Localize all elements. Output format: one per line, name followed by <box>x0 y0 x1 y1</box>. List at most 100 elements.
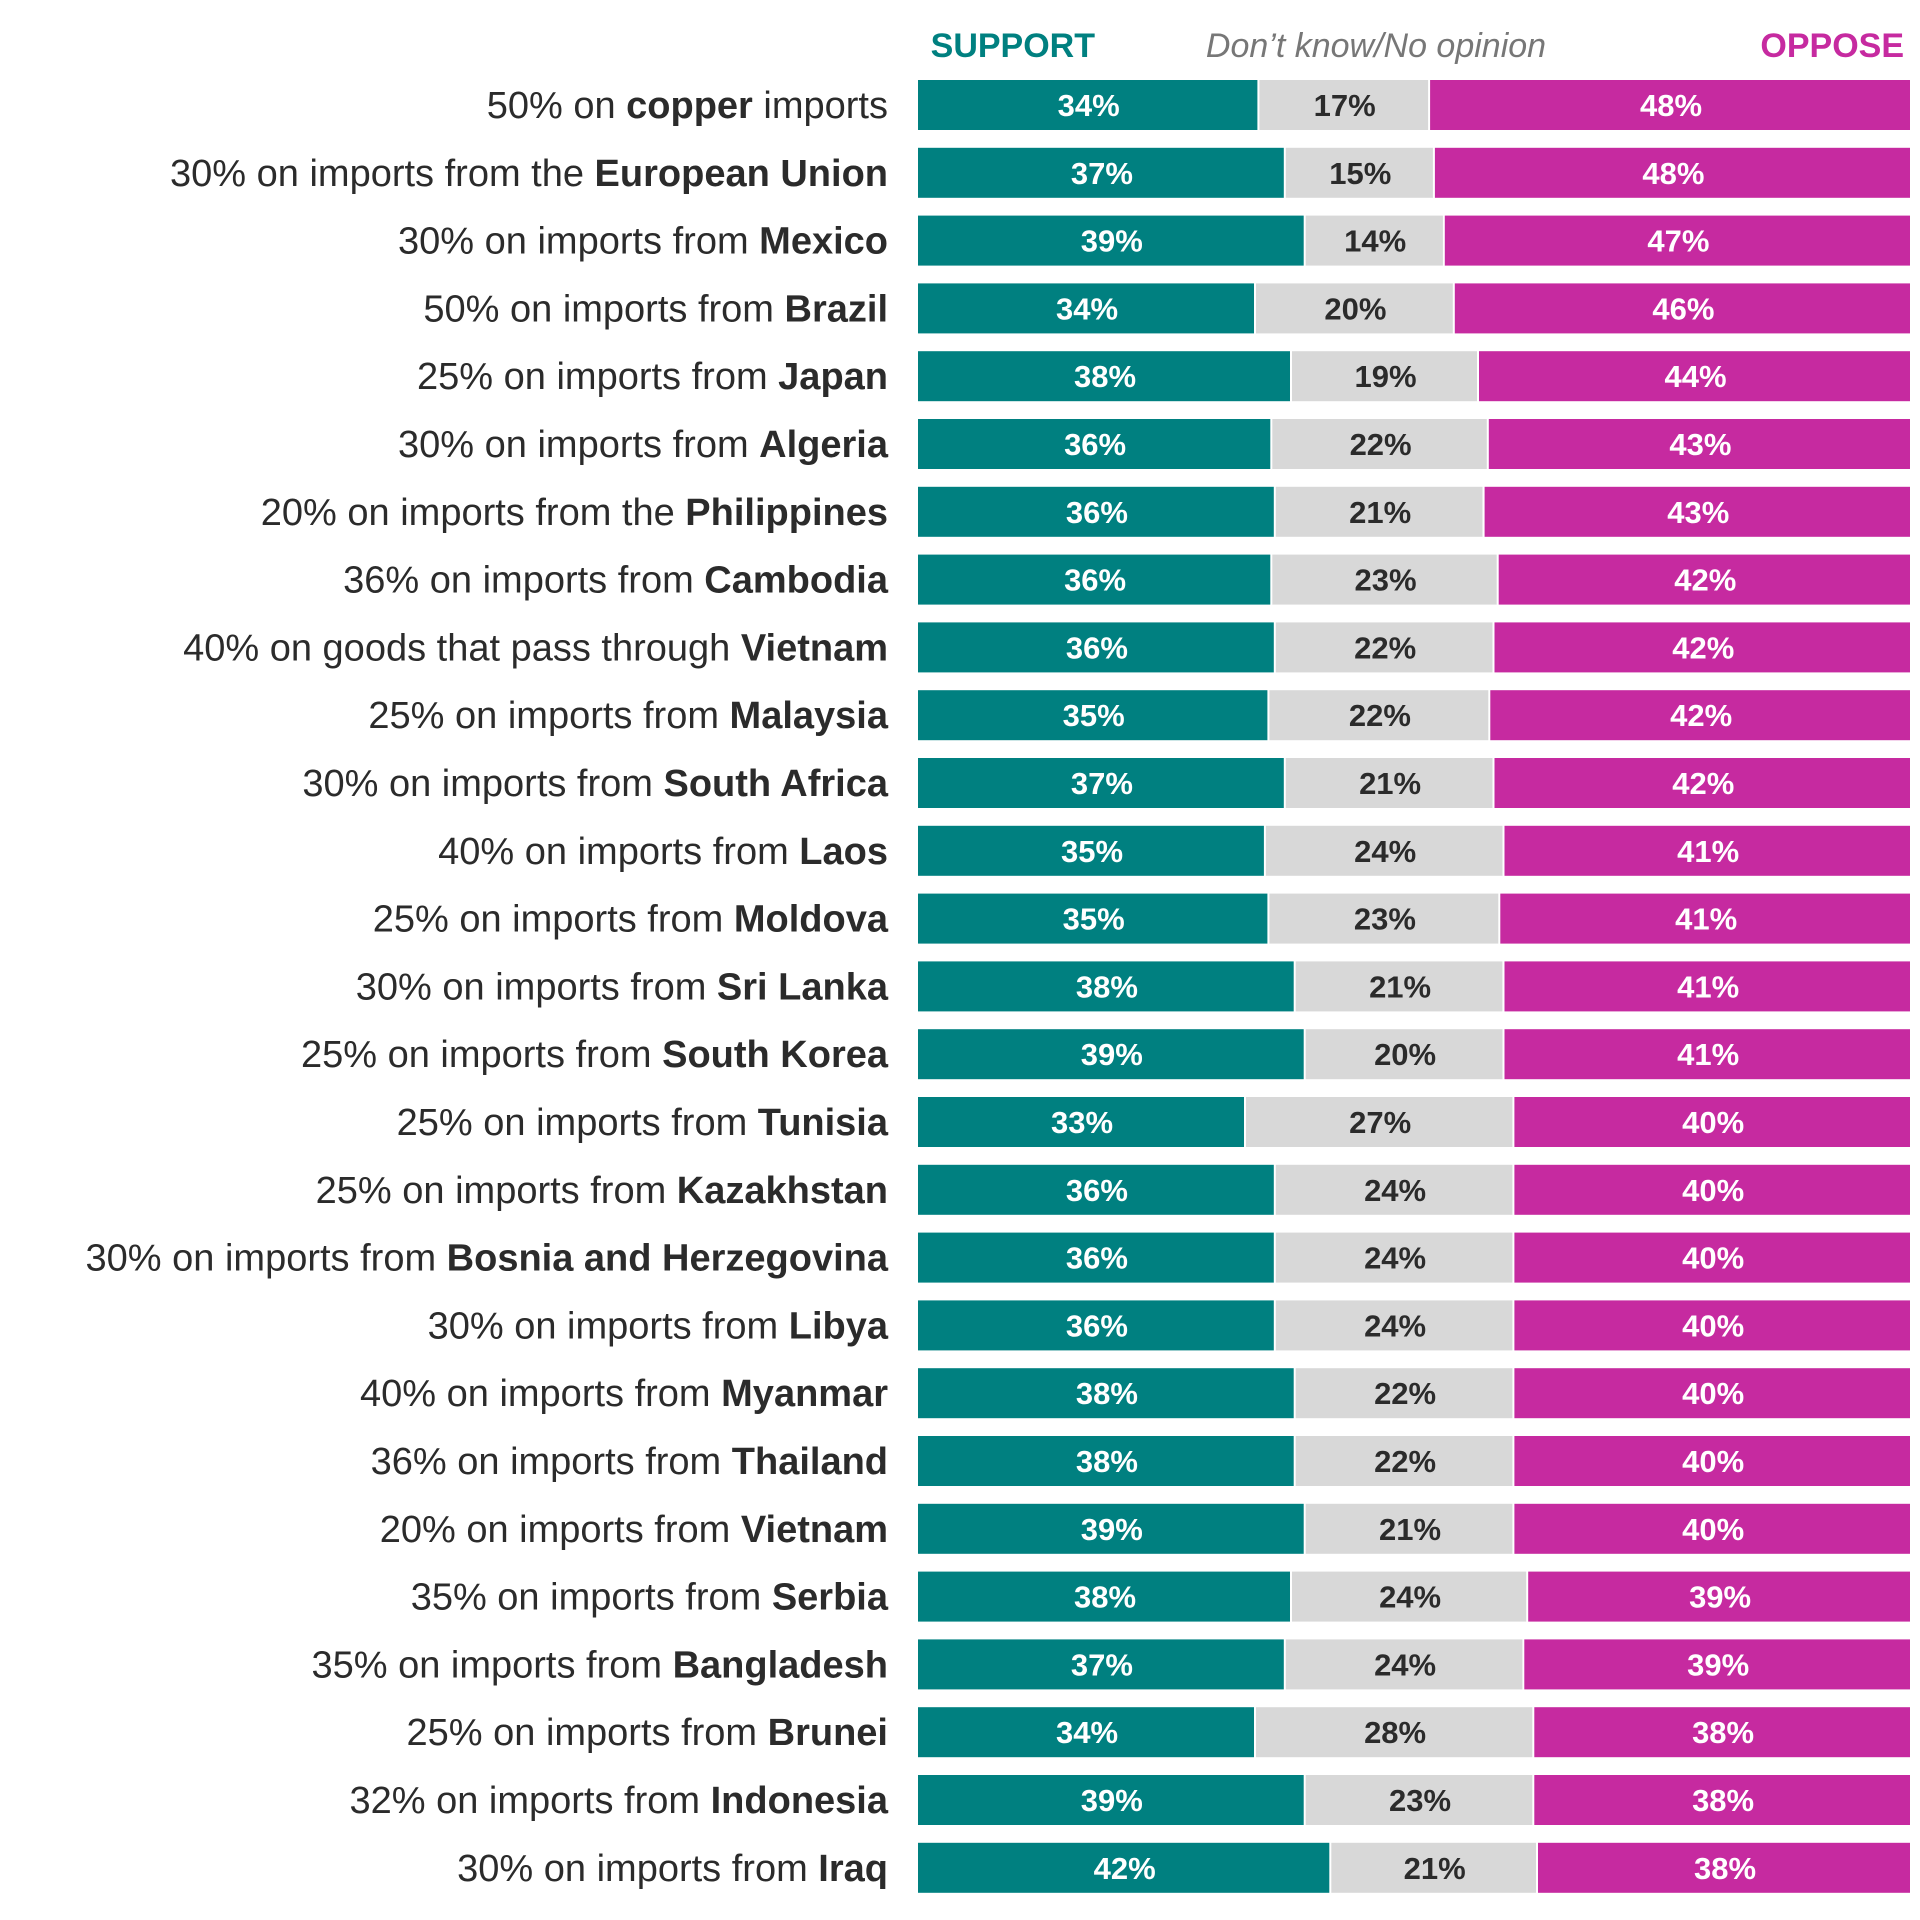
value-label-oppose: 47% <box>1647 224 1709 259</box>
row-label-prefix: 30% on imports from <box>398 221 759 263</box>
value-label-oppose: 40% <box>1682 1444 1744 1479</box>
bar-dont-know <box>1295 961 1503 1012</box>
bar-oppose <box>1524 1639 1910 1690</box>
value-label-oppose: 41% <box>1677 834 1739 869</box>
header-support: SUPPORT <box>931 27 1096 65</box>
row-label: 40% on imports from Myanmar <box>360 1373 888 1415</box>
bar-support <box>918 1571 1290 1622</box>
bar-support <box>918 1232 1274 1283</box>
bar-dont-know <box>1295 1368 1513 1419</box>
bar-support <box>918 961 1294 1012</box>
row-label: 20% on imports from the Philippines <box>261 492 888 534</box>
value-label-support: 35% <box>1061 834 1123 869</box>
value-label-oppose: 43% <box>1669 427 1731 462</box>
bar-oppose <box>1514 1503 1910 1554</box>
value-label-dont-know: 23% <box>1389 1783 1451 1818</box>
row-label-prefix: 20% on imports from the <box>261 492 686 534</box>
bar-dont-know <box>1305 1775 1533 1825</box>
value-label-oppose: 41% <box>1677 969 1739 1004</box>
row-label: 20% on imports from Vietnam <box>380 1509 888 1551</box>
row-label-bold: Moldova <box>734 899 889 941</box>
bar-oppose <box>1490 690 1910 741</box>
row-label: 30% on imports from Bosnia and Herzegovi… <box>86 1238 889 1280</box>
bar-support <box>918 1300 1274 1351</box>
bar-oppose <box>1479 351 1910 402</box>
bar-dont-know <box>1256 1707 1533 1758</box>
bar-support <box>918 1842 1330 1893</box>
bar-support <box>918 215 1304 266</box>
row-label-bold: Bangladesh <box>673 1644 888 1686</box>
value-label-support: 38% <box>1076 1444 1138 1479</box>
bar-dont-know <box>1275 1300 1513 1351</box>
row-label-bold: Sri Lanka <box>717 966 889 1008</box>
bar-support <box>918 893 1268 944</box>
bar-oppose <box>1488 419 1910 469</box>
bar-support <box>918 622 1274 673</box>
row-label-bold: Philippines <box>685 492 888 534</box>
value-label-dont-know: 28% <box>1364 1715 1426 1750</box>
bar-dont-know <box>1256 283 1453 334</box>
bar-support <box>918 1775 1304 1825</box>
bar-dont-know <box>1305 215 1443 266</box>
value-label-support: 36% <box>1066 1308 1128 1343</box>
value-label-support: 34% <box>1056 1715 1118 1750</box>
value-label-oppose: 41% <box>1675 902 1737 937</box>
row-label-bold: European Union <box>595 153 888 195</box>
value-label-dont-know: 19% <box>1354 359 1416 394</box>
row-label-bold: Brunei <box>768 1712 888 1754</box>
bar-dont-know <box>1292 351 1477 402</box>
value-label-dont-know: 22% <box>1374 1376 1436 1411</box>
value-label-oppose: 38% <box>1692 1783 1754 1818</box>
value-label-dont-know: 20% <box>1324 291 1386 326</box>
row-label-prefix: 30% on imports from <box>457 1848 818 1890</box>
value-label-oppose: 40% <box>1682 1173 1744 1208</box>
bar-dont-know <box>1269 893 1499 944</box>
bar-dont-know <box>1275 486 1483 537</box>
row-label-bold: Cambodia <box>704 560 889 602</box>
value-label-oppose: 39% <box>1687 1647 1749 1682</box>
bar-support <box>918 1368 1294 1419</box>
value-label-dont-know: 24% <box>1354 834 1416 869</box>
value-label-dont-know: 22% <box>1349 698 1411 733</box>
value-label-oppose: 40% <box>1682 1241 1744 1276</box>
bar-oppose <box>1538 1842 1910 1893</box>
bar-support <box>918 1503 1304 1554</box>
value-label-dont-know: 14% <box>1344 224 1406 259</box>
bar-dont-know <box>1265 825 1503 876</box>
value-label-support: 39% <box>1081 224 1143 259</box>
value-label-dont-know: 21% <box>1369 969 1431 1004</box>
value-label-dont-know: 21% <box>1404 1851 1466 1886</box>
row-label-prefix: 35% on imports from <box>311 1644 672 1686</box>
bar-oppose <box>1504 825 1910 876</box>
row-label-prefix: 30% on imports from <box>398 424 759 466</box>
row-label-bold: Libya <box>789 1305 889 1347</box>
value-label-oppose: 42% <box>1672 766 1734 801</box>
row-label: 25% on imports from Moldova <box>373 899 889 941</box>
row-label: 30% on imports from the European Union <box>170 153 888 195</box>
row-label-bold: Algeria <box>759 424 889 466</box>
bar-oppose <box>1514 1436 1910 1486</box>
value-label-support: 38% <box>1074 1580 1136 1615</box>
bar-oppose <box>1494 758 1910 808</box>
header-dont-know: Don’t know/No opinion <box>1206 27 1546 65</box>
row-label-bold: Japan <box>778 356 888 398</box>
value-label-dont-know: 15% <box>1329 156 1391 191</box>
row-label-bold: Indonesia <box>711 1780 889 1822</box>
bar-support <box>918 80 1258 130</box>
row-label-bold: Myanmar <box>721 1373 888 1415</box>
chart-rows: 50% on copper imports 34% 17% 48% 30% on imp… <box>86 80 1910 1893</box>
value-label-support: 35% <box>1063 698 1125 733</box>
row-label-prefix: 25% on imports from <box>417 356 778 398</box>
value-label-oppose: 39% <box>1689 1580 1751 1615</box>
value-label-oppose: 40% <box>1682 1308 1744 1343</box>
bar-support <box>918 554 1271 605</box>
value-label-oppose: 48% <box>1640 88 1702 123</box>
row-label: 32% on imports from Indonesia <box>349 1780 888 1822</box>
value-label-dont-know: 20% <box>1374 1037 1436 1072</box>
row-label-bold: Vietnam <box>741 1509 888 1551</box>
bar-support <box>918 419 1271 469</box>
bar-oppose <box>1534 1775 1910 1825</box>
row-label-bold: Thailand <box>732 1441 888 1483</box>
value-label-dont-know: 24% <box>1364 1308 1426 1343</box>
value-label-support: 37% <box>1071 766 1133 801</box>
